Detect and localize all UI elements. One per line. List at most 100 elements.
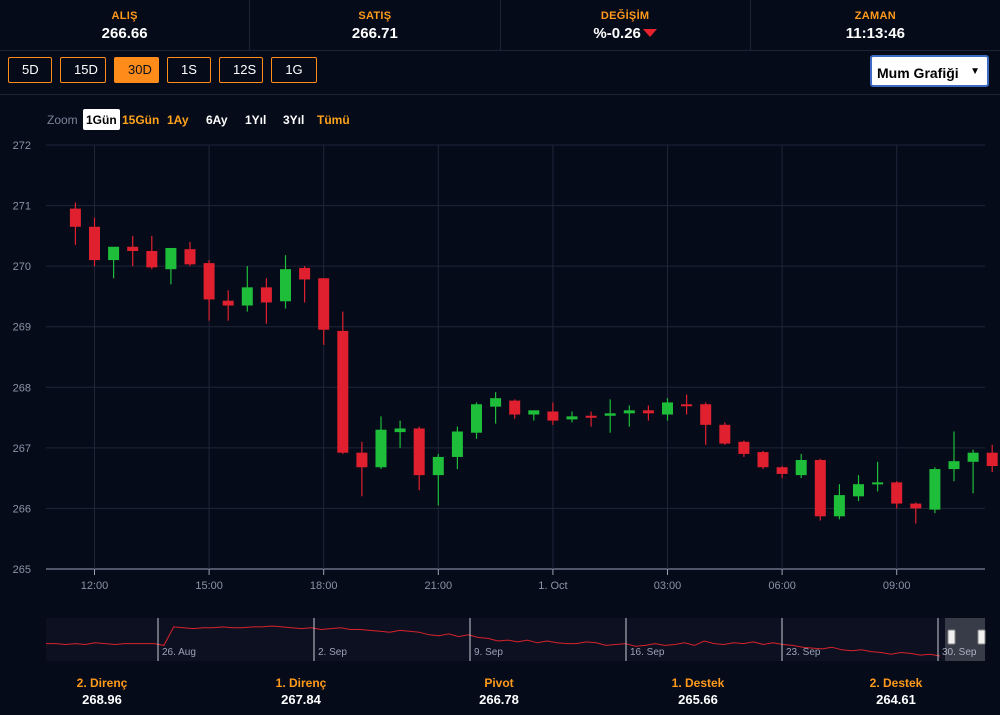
x-tick-label: 06:00 bbox=[768, 580, 796, 592]
zoom-option-2[interactable]: 1Ay bbox=[167, 113, 189, 127]
candle-up bbox=[165, 247, 177, 270]
stat-ask-value: 266.71 bbox=[351, 25, 398, 42]
candle-down bbox=[986, 452, 998, 467]
pivot-resistance-1: 1. Direnç 267.84 bbox=[231, 676, 371, 707]
zoom-option-3[interactable]: 6Ay bbox=[206, 113, 228, 127]
candle-up bbox=[471, 404, 482, 433]
stat-time-label: ZAMAN bbox=[854, 10, 896, 22]
candle-down bbox=[681, 404, 693, 407]
candle-up bbox=[451, 431, 463, 457]
candle-down bbox=[299, 267, 311, 280]
candle-down bbox=[585, 415, 597, 418]
navigator-handle[interactable] bbox=[947, 629, 956, 645]
period-button-30d[interactable]: 30D bbox=[114, 57, 159, 83]
candle-down bbox=[891, 482, 903, 504]
pivot-support-2: 2. Destek 264.61 bbox=[826, 676, 966, 707]
zoom-option-5[interactable]: 3Yıl bbox=[283, 113, 304, 127]
candle-down bbox=[776, 467, 788, 474]
candle-up bbox=[967, 452, 979, 462]
pivot-support-1-value: 265.66 bbox=[678, 692, 718, 707]
pivot-support-1-label: 1. Destek bbox=[671, 676, 725, 690]
candle-down bbox=[337, 330, 349, 453]
navigator-series-line bbox=[46, 625, 941, 657]
y-tick-label: 271 bbox=[13, 201, 31, 213]
candle-down bbox=[757, 452, 769, 468]
dropdown-arrow-icon: ▼ bbox=[970, 66, 980, 77]
candle-down bbox=[910, 503, 922, 509]
stats-bar: ALIŞ 266.66 SATIŞ 266.71 DEĞİŞİM %-0.26 … bbox=[0, 0, 1000, 51]
pivot-resistance-2-value: 268.96 bbox=[82, 692, 122, 707]
navigator-date-label: 16. Sep bbox=[630, 647, 665, 658]
zoom-option-1[interactable]: 15Gün bbox=[122, 113, 159, 127]
period-button-15d[interactable]: 15D bbox=[60, 57, 106, 83]
candle-up bbox=[929, 469, 941, 510]
navigator-date-label: 23. Sep bbox=[786, 647, 821, 658]
stat-change-label: DEĞİŞİM bbox=[600, 10, 650, 22]
x-axis: 12:00 15:00 18:00 21:00 1. Oct 03:00 06:00 09:0… bbox=[81, 569, 910, 592]
candle-down bbox=[642, 410, 654, 414]
candles bbox=[69, 202, 998, 524]
stat-time: ZAMAN 11:13:46 bbox=[751, 0, 1000, 50]
stat-change-row: %-0.26 bbox=[501, 25, 750, 42]
pivot-point-label: Pivot bbox=[484, 676, 514, 690]
navigator-date-label: 9. Sep bbox=[474, 647, 503, 658]
stat-change-value: %-0.26 bbox=[593, 25, 641, 42]
zoom-option-6[interactable]: Tümü bbox=[317, 113, 350, 127]
candle-down bbox=[719, 424, 731, 444]
candle-down bbox=[203, 263, 215, 300]
candle-up bbox=[662, 402, 673, 415]
candle-down bbox=[509, 400, 521, 415]
x-tick-label: 18:00 bbox=[310, 580, 338, 592]
candle-up bbox=[528, 410, 540, 415]
candle-up bbox=[795, 459, 807, 476]
stat-ask: SATIŞ 266.71 bbox=[250, 0, 501, 50]
period-button-5d[interactable]: 5D bbox=[8, 57, 52, 83]
candle-up bbox=[280, 269, 291, 302]
period-button-1g[interactable]: 1G bbox=[271, 57, 317, 83]
period-button-12s[interactable]: 12S bbox=[219, 57, 263, 83]
x-tick-label: 15:00 bbox=[195, 580, 223, 592]
y-tick-label: 267 bbox=[13, 443, 31, 455]
pivot-levels: 2. Direnç 268.96 1. Direnç 267.84 Pivot … bbox=[0, 676, 1000, 715]
chart-area: Zoom 1Gün 15Gün 1Ay 6Ay 1Yıl 3Yıl Tümü 265 266 26… bbox=[0, 94, 1000, 675]
navigator-handle[interactable] bbox=[977, 629, 986, 645]
stat-bid-label: ALIŞ bbox=[111, 10, 138, 22]
candle-down bbox=[700, 404, 712, 425]
candle-down bbox=[318, 278, 330, 330]
y-tick-label: 272 bbox=[13, 140, 31, 152]
stat-ask-label: SATIŞ bbox=[358, 10, 392, 22]
candle-down bbox=[814, 459, 826, 517]
x-tick-label: 12:00 bbox=[81, 580, 109, 592]
candle-down bbox=[738, 441, 750, 454]
candle-up bbox=[394, 428, 406, 433]
candle-down bbox=[413, 428, 425, 476]
zoom-option-4[interactable]: 1Yıl bbox=[245, 113, 266, 127]
pivot-point-value: 266.78 bbox=[479, 692, 519, 707]
pivot-support-2-value: 264.61 bbox=[876, 692, 916, 707]
candle-down bbox=[184, 249, 196, 265]
candle-up bbox=[623, 410, 635, 414]
candle-down bbox=[69, 208, 81, 227]
candle-down bbox=[260, 287, 272, 303]
zoom-option-selected-bg[interactable] bbox=[83, 109, 120, 130]
y-tick-label: 270 bbox=[13, 261, 31, 273]
zoom-option-0[interactable]: 1Gün bbox=[86, 113, 117, 127]
x-tick-label: 03:00 bbox=[654, 580, 682, 592]
candle-up bbox=[241, 287, 253, 306]
y-tick-label: 268 bbox=[13, 382, 31, 394]
y-axis: 265 266 267 268 269 270 271 272 bbox=[13, 140, 31, 576]
candlestick-chart[interactable]: Zoom 1Gün 15Gün 1Ay 6Ay 1Yıl 3Yıl Tümü 26526626… bbox=[0, 95, 1000, 675]
chart-grid bbox=[46, 144, 985, 570]
period-button-1s[interactable]: 1S bbox=[167, 57, 211, 83]
chart-type-select[interactable]: Mum Grafiği ▼ bbox=[870, 55, 989, 87]
candle-down bbox=[127, 246, 139, 251]
pivot-resistance-2: 2. Direnç 268.96 bbox=[32, 676, 172, 707]
pivot-resistance-1-label: 1. Direnç bbox=[275, 676, 327, 690]
candle-up bbox=[108, 246, 120, 261]
candle-up bbox=[948, 461, 960, 470]
candle-up bbox=[872, 482, 884, 485]
candle-up bbox=[566, 416, 578, 420]
stat-bid: ALIŞ 266.66 bbox=[0, 0, 251, 50]
stat-time-value: 11:13:46 bbox=[845, 25, 905, 42]
candle-down bbox=[89, 226, 100, 261]
